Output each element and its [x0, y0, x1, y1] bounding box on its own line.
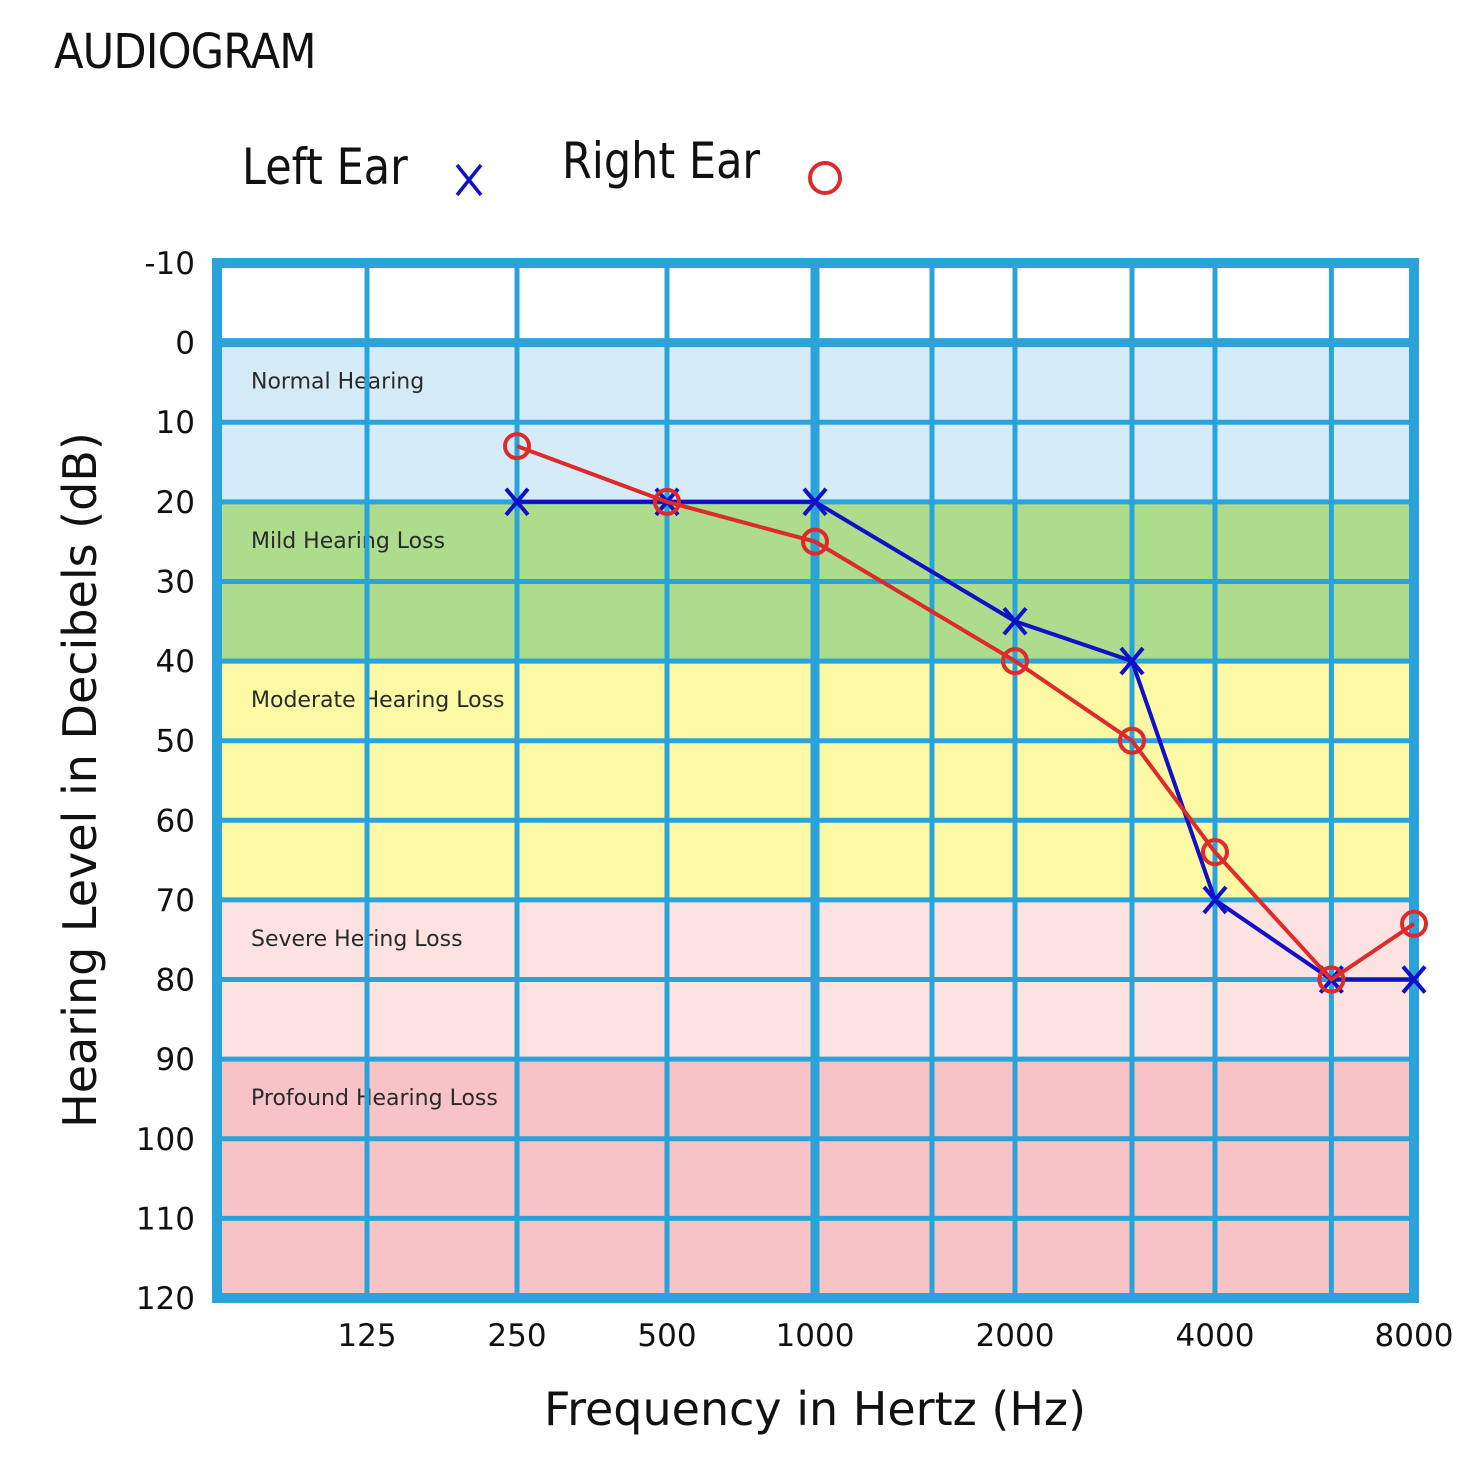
legend-o-marker-icon	[808, 161, 842, 195]
marker-x-left-ear-8000	[1401, 965, 1427, 994]
legend-right-ear-label: Right Ear	[562, 132, 761, 190]
plot-border	[212, 258, 1419, 1303]
zone-label-severe-hering-loss: Severe Hering Loss	[251, 927, 463, 952]
marker-x-left-ear-3000	[1119, 646, 1145, 676]
y-tick-label: 10	[156, 405, 195, 441]
y-tick-label: 110	[136, 1201, 195, 1237]
x-axis-title: Frequency in Hertz (Hz)	[544, 1382, 1086, 1436]
data-series	[503, 432, 1428, 994]
y-tick-label: 40	[156, 644, 195, 680]
x-tick-label: 2000	[976, 1318, 1055, 1354]
y-tick-label: 70	[156, 883, 195, 919]
marker-o-right-ear-3000	[1117, 726, 1146, 755]
x-axis-ticks: 125 250 500 1000 2000 4000 8000	[337, 1318, 1453, 1354]
marker-o-right-ear-2000	[1001, 647, 1029, 676]
marker-o-right-ear-500	[653, 487, 681, 516]
series-right-ear	[503, 432, 1428, 994]
marker-x-left-ear-250	[504, 487, 530, 517]
y-tick-label: 80	[156, 963, 195, 999]
y-tick-label: 0	[175, 326, 195, 362]
y-tick-label: 120	[136, 1281, 195, 1317]
marker-x-left-ear-2000	[1002, 606, 1028, 636]
gridlines	[212, 258, 1419, 1303]
y-axis-title: Hearing Level in Decibels (dB)	[53, 432, 107, 1128]
legend-left-ear-label: Left Ear	[242, 138, 408, 196]
legend-x-marker-icon	[455, 163, 483, 197]
line-right-ear	[516, 444, 1416, 983]
y-tick-label: 60	[156, 803, 195, 839]
y-tick-label: 50	[156, 724, 195, 760]
marker-x-left-ear-4000	[1202, 885, 1228, 915]
x-tick-label: 500	[637, 1318, 696, 1354]
x-tick-label: 4000	[1176, 1318, 1255, 1354]
y-tick-label: 30	[156, 564, 195, 600]
marker-o-right-ear-8000	[1400, 909, 1428, 938]
y-tick-label: 20	[156, 485, 195, 521]
zone-label-normal-hearing: Normal Hearing	[251, 370, 424, 395]
marker-o-right-ear-250	[503, 432, 531, 461]
y-tick-label: 100	[136, 1122, 195, 1158]
chart-title: AUDIOGRAM	[54, 24, 317, 80]
x-tick-label: 250	[487, 1318, 546, 1354]
line-left-ear	[517, 499, 1414, 982]
x-tick-label: 8000	[1375, 1318, 1454, 1354]
marker-o-right-ear-1000	[801, 527, 829, 556]
x-tick-label: 125	[337, 1318, 396, 1354]
marker-o-right-ear-4000	[1201, 838, 1229, 867]
marker-o-right-ear-6000	[1317, 965, 1346, 994]
y-axis-ticks: -10 0 10 20 30 40 50 60 70 80 90 100 110 120	[136, 246, 195, 1317]
zone-labels: Normal Hearing Mild Hearing Loss Moderate …	[251, 370, 505, 1112]
y-tick-label: -10	[144, 246, 195, 282]
marker-x-left-ear-1000	[802, 487, 828, 517]
zone-label-mild-hearing-loss: Mild Hearing Loss	[251, 529, 445, 554]
y-tick-label: 90	[156, 1042, 195, 1078]
zone-label-profound-hearing-loss: Profound Hearing Loss	[251, 1086, 498, 1111]
zone-label-moderate-hearing-loss: Moderate Hearing Loss	[251, 688, 505, 713]
x-tick-label: 1000	[776, 1318, 855, 1354]
